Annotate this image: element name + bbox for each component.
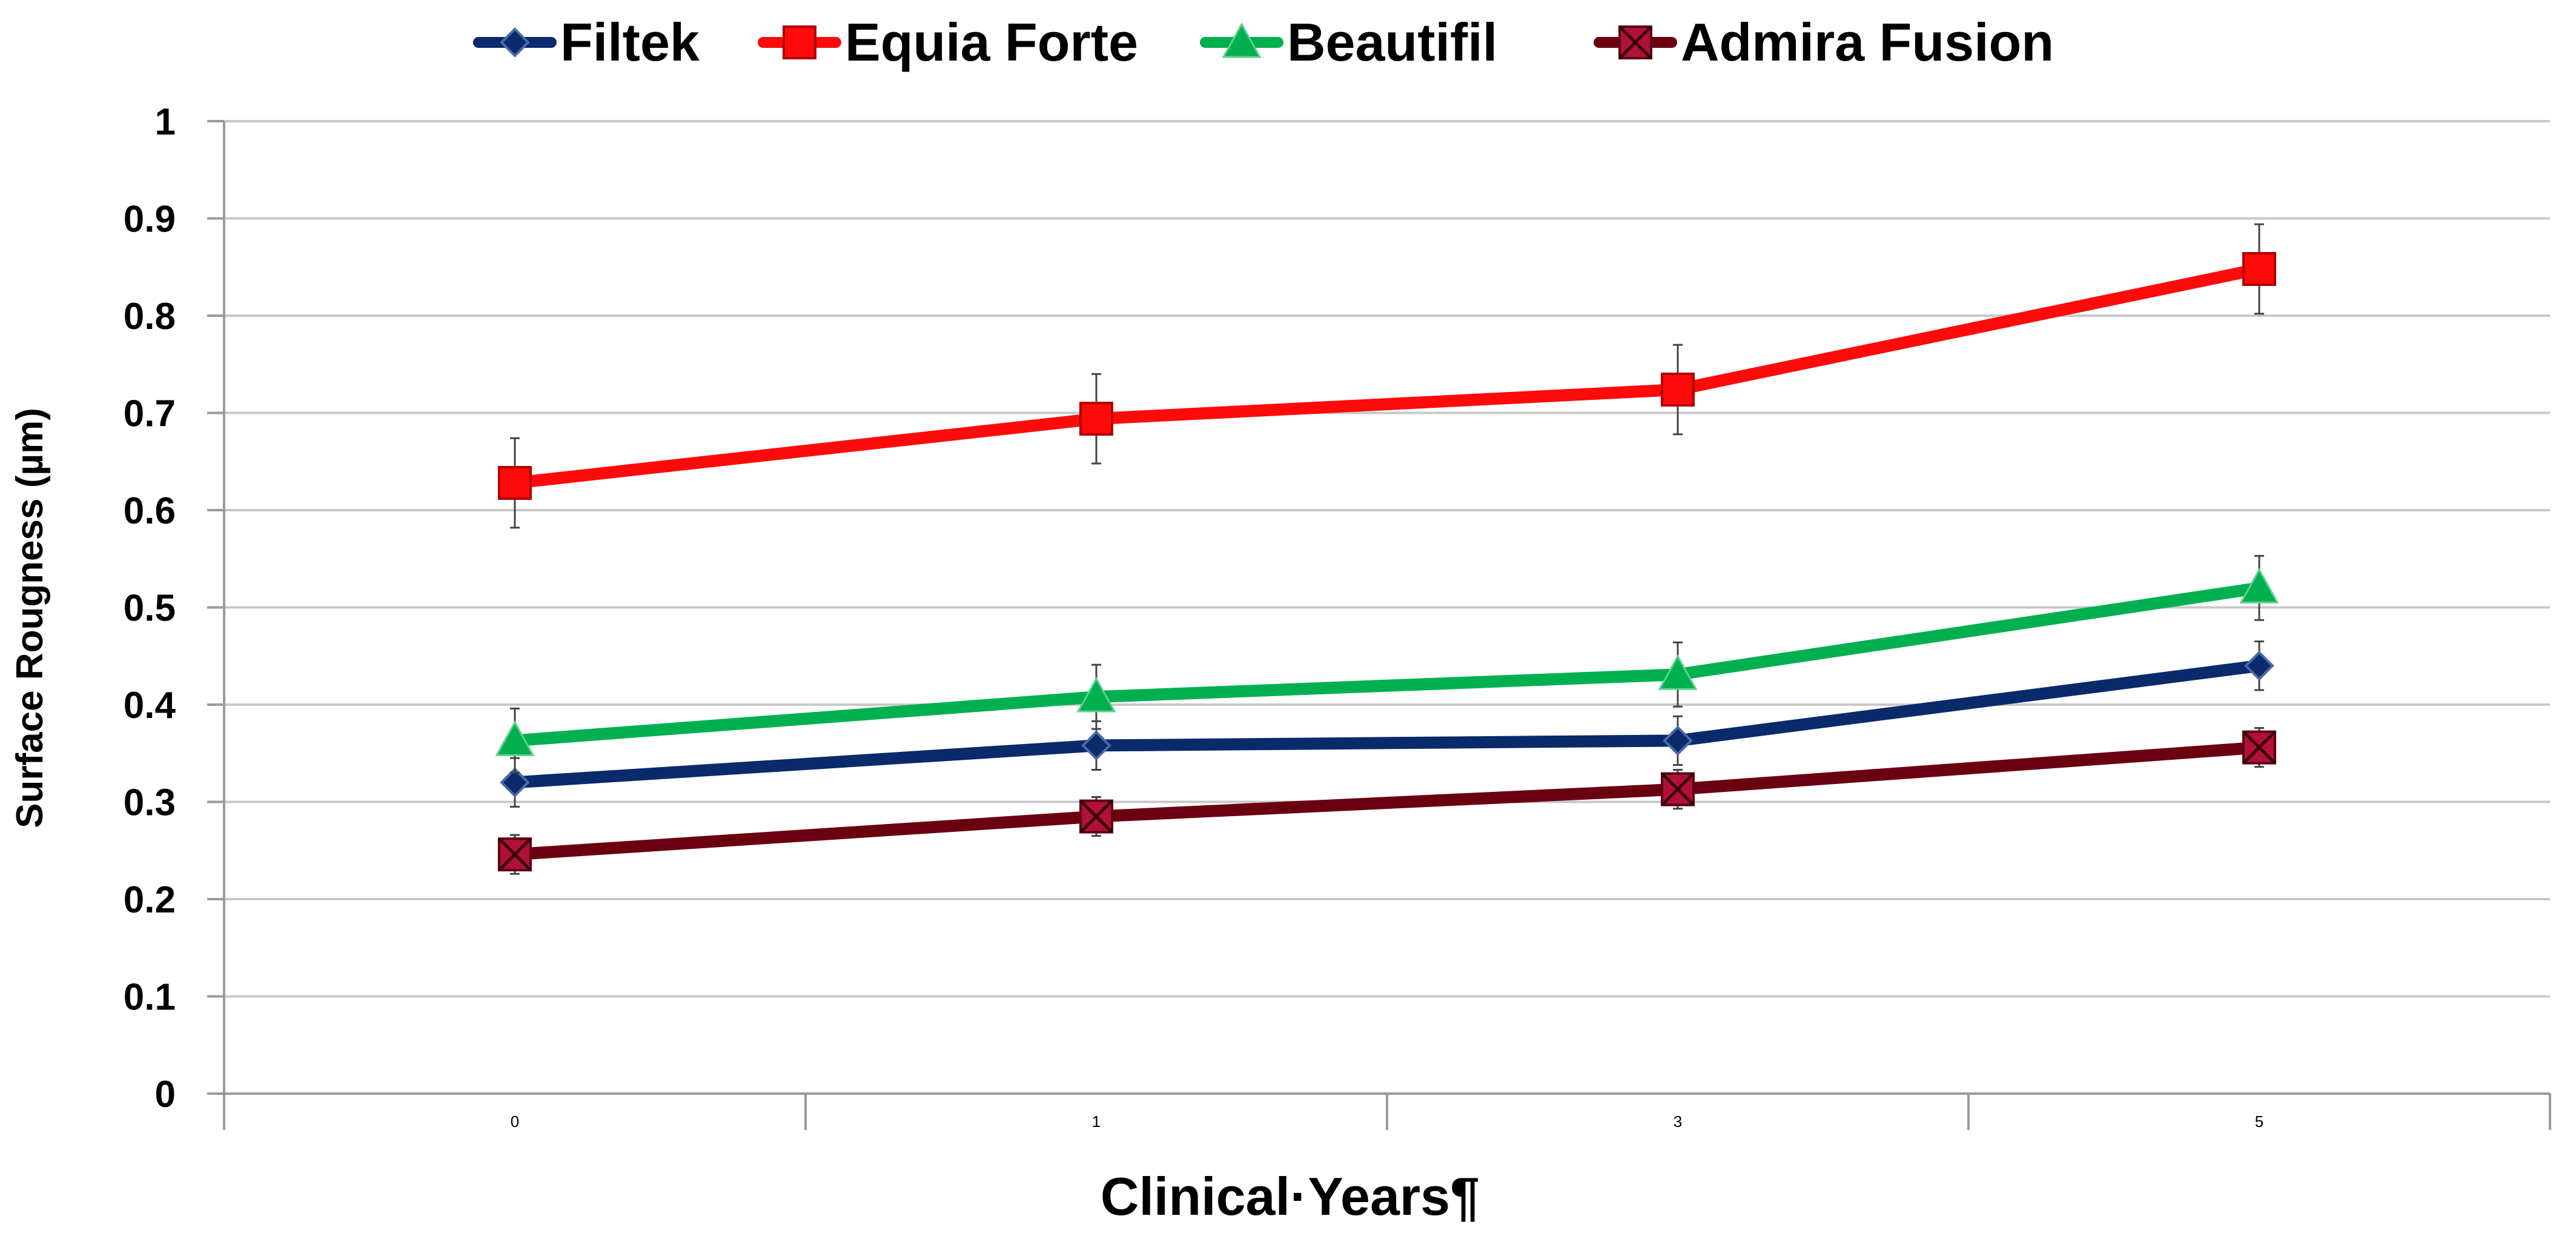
x-axis-label: Clinical·Years¶ xyxy=(1101,1166,1480,1226)
legend-item: Beautifil xyxy=(1200,12,1497,72)
x-tick-label: 0 xyxy=(511,1112,519,1131)
legend-item: Admira Fusion xyxy=(1594,12,2054,72)
gridlines xyxy=(207,120,2550,1095)
legend-marker xyxy=(1618,25,1652,59)
y-tick-label: 1 xyxy=(155,101,176,143)
marker-cross xyxy=(1079,799,1113,834)
data-point xyxy=(2244,650,2274,681)
marker-cross xyxy=(1618,25,1652,59)
x-tick-label: 3 xyxy=(1674,1112,1682,1131)
series-equia-forte xyxy=(498,223,2276,529)
y-tick-label: 0.4 xyxy=(124,685,176,726)
data-point xyxy=(1079,799,1113,834)
data-point xyxy=(1081,730,1111,761)
data-point xyxy=(1079,402,1113,436)
y-tick-label: 0.6 xyxy=(124,490,176,532)
data-point xyxy=(2242,251,2276,286)
data-point xyxy=(2239,568,2279,603)
y-tick-label: 0.8 xyxy=(124,296,176,337)
legend-label: Beautifil xyxy=(1287,12,1497,72)
y-tick-label: 0.7 xyxy=(124,393,176,435)
series-beautifil xyxy=(495,554,2279,774)
legend-item: Filtek xyxy=(473,12,700,72)
legend: Filtek Equia Forte Beautifil Admira Fusion xyxy=(473,12,2054,72)
y-tick-label: 0.9 xyxy=(124,199,176,241)
series-line xyxy=(509,741,2265,861)
y-tick-label: 0.5 xyxy=(124,588,176,630)
data-point xyxy=(1076,677,1116,713)
legend-item: Equia Forte xyxy=(758,12,1138,72)
data-point xyxy=(1661,372,1695,407)
marker-cross xyxy=(498,837,532,871)
y-tick-label: 0.1 xyxy=(124,977,176,1018)
legend-marker xyxy=(783,25,816,59)
y-tick-label: 0 xyxy=(155,1074,176,1115)
series-group xyxy=(495,223,2279,875)
marker-cross xyxy=(1661,772,1695,806)
data-point xyxy=(498,466,532,500)
x-tick-labels: 0 1 3 5 xyxy=(511,1112,2263,1131)
legend-label: Equia Forte xyxy=(845,12,1138,72)
y-axis-label: Surface Rougness (µm) xyxy=(9,408,51,828)
marker-cross xyxy=(2242,730,2276,765)
data-point xyxy=(495,720,535,756)
series-admira-fusion xyxy=(498,727,2276,875)
data-point xyxy=(500,767,530,798)
x-tick-label: 1 xyxy=(1092,1112,1101,1131)
y-tick-labels: 0 0.1 0.2 0.3 0.4 0.5 0.6 0.7 0.8 0.9 1 xyxy=(124,101,176,1115)
data-point xyxy=(2242,730,2276,765)
data-point xyxy=(1661,772,1695,806)
data-point xyxy=(1663,725,1693,756)
series-line xyxy=(509,659,2265,789)
x-tick-label: 5 xyxy=(2255,1112,2263,1131)
legend-label: Filtek xyxy=(560,12,700,72)
y-tick-label: 0.2 xyxy=(124,879,176,921)
data-point xyxy=(498,837,532,872)
y-tick-label: 0.3 xyxy=(124,782,176,824)
series-line xyxy=(509,262,2265,490)
legend-label: Admira Fusion xyxy=(1681,12,2054,72)
series-filtek xyxy=(500,640,2274,808)
series-line xyxy=(509,582,2265,747)
legend-marker xyxy=(1222,22,1262,58)
data-point xyxy=(1658,654,1698,690)
axes xyxy=(223,121,2551,1130)
legend-marker xyxy=(500,27,530,58)
